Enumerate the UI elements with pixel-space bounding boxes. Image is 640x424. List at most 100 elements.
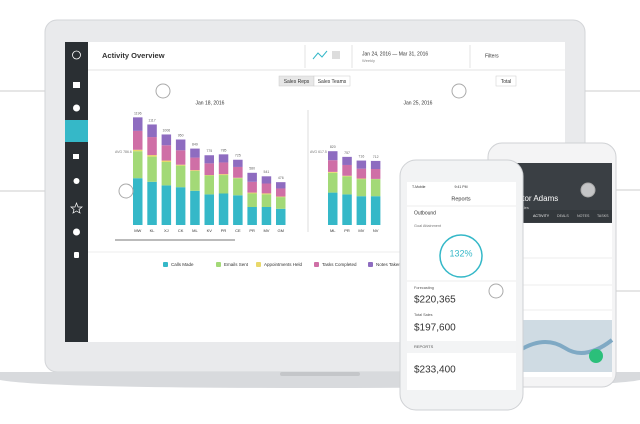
sales-label: Total Sales (414, 313, 433, 317)
bar-segment (190, 157, 200, 171)
bar-total: 820 (330, 145, 336, 149)
tab[interactable]: DEALS (557, 214, 569, 218)
bar-segment (342, 194, 352, 225)
chart: Jan 18, 2016 AVG 786.6 1196 MW 1117 KL 1006 XJ 9… (115, 100, 433, 233)
bar-segment (218, 175, 229, 194)
bar-segment (247, 181, 257, 193)
contact-rows (520, 257, 612, 311)
bar-segment (356, 179, 367, 197)
total-label[interactable]: Total (501, 79, 512, 85)
bar-total: 775 (206, 149, 212, 153)
filters[interactable]: Filters (485, 53, 499, 59)
tab-button[interactable] (313, 75, 351, 87)
page-title: Activity Overview (102, 51, 165, 60)
time: 9:41 PM (454, 185, 467, 189)
x-tick-label: ML (192, 228, 198, 233)
tab[interactable]: ACTIVITY (533, 214, 550, 218)
legend-label[interactable]: Tasks Completed (322, 262, 357, 267)
hotspot (580, 182, 596, 198)
bar-segment (161, 185, 172, 225)
bar-segment (247, 193, 257, 207)
legend-swatch[interactable] (314, 262, 319, 267)
bar-total: 785 (221, 148, 227, 152)
chart-toggle[interactable] (312, 50, 328, 60)
sales-value: $197,600 (414, 323, 456, 334)
x-tick-label: ML (330, 228, 336, 233)
tab-label[interactable]: Sales Reps (284, 79, 310, 85)
bar-segment (261, 183, 272, 194)
bar-segment (218, 162, 229, 175)
x-tick-label: KL (150, 228, 156, 233)
x-tick-label: PR (221, 228, 227, 233)
bar-total: 1117 (148, 118, 155, 122)
section: Outbound (414, 210, 436, 216)
fab[interactable] (589, 349, 603, 363)
bar-total: 476 (278, 176, 284, 180)
table-toggle[interactable] (332, 51, 340, 59)
legend-label[interactable]: Emails Sent (224, 262, 249, 267)
bar-segment (261, 193, 272, 195)
bar-segment (147, 155, 157, 157)
bar-segment (247, 192, 257, 194)
bar-segment (356, 178, 367, 180)
bar-segment (190, 171, 200, 191)
bar-total: 580 (249, 167, 255, 171)
forecast-value: $220,365 (414, 295, 456, 306)
bar-segment (328, 160, 338, 172)
bar-segment (247, 172, 257, 182)
legend-label[interactable]: Appointments Held (264, 262, 303, 267)
x-tick-label: CK (178, 228, 184, 233)
legend-swatch[interactable] (216, 262, 221, 267)
bar-segment (175, 139, 186, 151)
bar-total: 725 (235, 154, 241, 158)
bar-segment (328, 192, 338, 225)
x-tick-label: PR (249, 228, 255, 233)
bar-segment (233, 195, 243, 225)
sidebar (65, 42, 88, 342)
bar-segment (175, 164, 186, 166)
legend-swatch[interactable] (368, 262, 373, 267)
x-tick-label: KV (207, 228, 213, 233)
tab[interactable]: NOTES (577, 214, 590, 218)
bar-segment (356, 196, 367, 225)
date-range[interactable]: Jan 24, 2016 — Mar 31, 2016 (362, 51, 428, 57)
tab-label[interactable]: Sales Teams (318, 79, 347, 85)
bar-segment (276, 182, 286, 189)
interval: Weekly (362, 58, 375, 63)
legend-label[interactable]: Calls Made (171, 262, 194, 267)
hotspot (488, 283, 504, 299)
bar-segment (247, 207, 257, 225)
bar-segment (370, 196, 381, 225)
bar-segment (190, 148, 200, 158)
forecast-label: Forecasting (414, 286, 434, 290)
total-button[interactable] (495, 75, 517, 87)
bar-total: 716 (358, 154, 364, 158)
bar-total: 1196 (134, 111, 142, 115)
bar-segment (261, 176, 272, 184)
bar-segment (276, 196, 286, 198)
bar-segment (147, 137, 157, 156)
bar-segment (356, 168, 367, 179)
goal-ring (439, 234, 483, 278)
legend-swatch[interactable] (256, 262, 261, 267)
bar-segment (342, 176, 352, 195)
x-tick-label: MV (263, 228, 269, 233)
x-tick-label: NV (373, 228, 379, 233)
bar-segment (161, 162, 172, 186)
bar-segment (147, 156, 157, 182)
bar-total: 712 (373, 155, 379, 159)
legend-swatch[interactable] (163, 262, 168, 267)
bar-segment (175, 150, 186, 165)
bar-total: 1006 (162, 128, 170, 132)
bar-segment (204, 155, 214, 164)
x-tick-label: GM (278, 228, 284, 233)
bar-segment (133, 151, 143, 179)
bar-segment (370, 169, 381, 179)
bar-total: 541 (264, 170, 270, 174)
bar-segment (328, 172, 338, 193)
bar-segment (133, 130, 143, 150)
tab[interactable]: TASKS (597, 214, 609, 218)
bar-segment (133, 178, 143, 225)
legend-label[interactable]: Notes Taken (376, 262, 401, 267)
